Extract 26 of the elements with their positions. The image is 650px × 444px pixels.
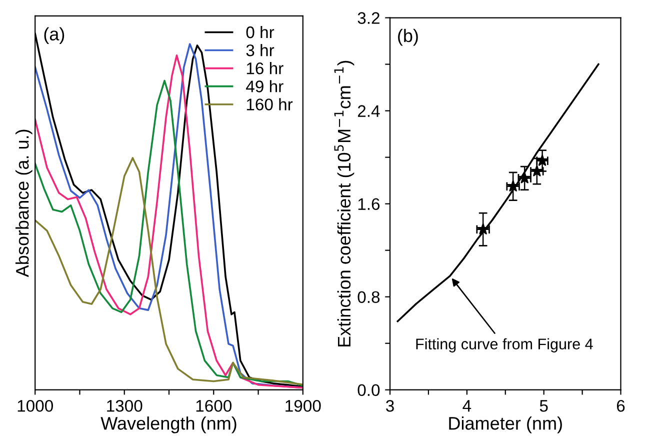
legend-label: 0 hr <box>246 26 274 38</box>
line-series <box>396 63 600 322</box>
x-tick-label: 1000 <box>18 400 53 412</box>
legend-label: 49 hr <box>246 80 284 92</box>
y-tick-label: 3.2 <box>358 12 380 24</box>
annotation: (b) <box>398 28 418 46</box>
y-axis-title: Absorbance (a. u.) <box>15 130 32 278</box>
legend-label: 16 hr <box>246 62 284 74</box>
x-tick-label: 1300 <box>107 400 142 412</box>
annotation: (a) <box>44 27 64 44</box>
x-tick-label: 1600 <box>196 400 232 412</box>
x-tick-label: 6 <box>616 400 625 412</box>
y-tick-label: 2.4 <box>358 105 380 117</box>
x-axis-title: Wavelength (nm) <box>100 416 236 434</box>
x-tick-label: 5 <box>540 400 548 412</box>
legend-label: 160 hr <box>246 98 293 110</box>
x-tick-label: 1900 <box>286 400 321 412</box>
y-axis-title: Extinction coefficient (10$^{5}$M$^{−1}$cm$^{−1}$) <box>334 60 354 346</box>
y-tick-label: 0.8 <box>358 291 380 304</box>
annotation: Fitting curve from Figure 4 <box>416 338 593 352</box>
x-tick-label: 4 <box>462 400 472 412</box>
y-tick-label: 0.0 <box>358 384 380 396</box>
x-axis-title: Diameter (nm) <box>449 416 562 434</box>
legend-label: 3 hr <box>246 44 274 56</box>
y-tick-label: 1.6 <box>358 198 380 210</box>
x-tick-label: 3 <box>386 400 394 412</box>
